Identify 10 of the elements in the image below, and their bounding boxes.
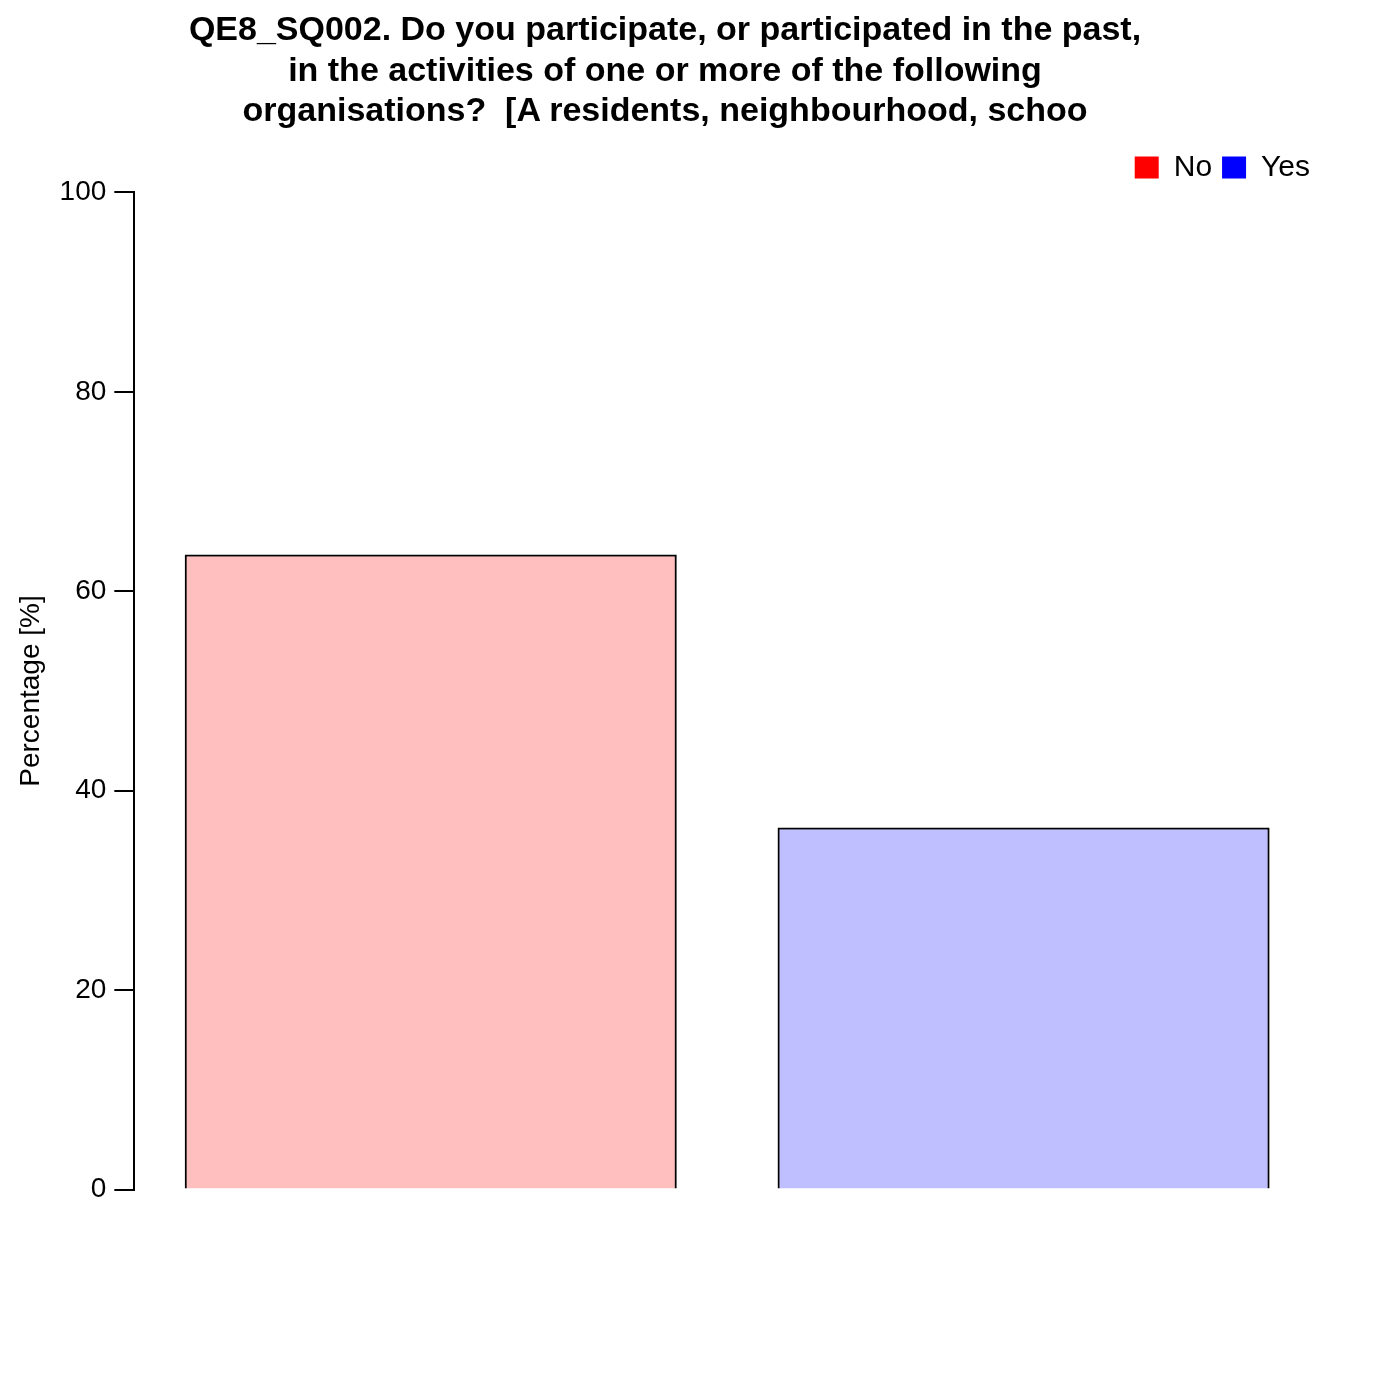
legend-label: Yes	[1261, 148, 1311, 182]
y-axis-title: Percentage [%]	[13, 595, 45, 787]
y-tick-label: 20	[75, 972, 107, 1004]
chart-title: QE8_SQ002. Do you participate, or participated in the past, in the activities of one or more of the following organisations? [A residents, neighbourhood, schoo	[188, 8, 1142, 129]
y-tick-label: 0	[90, 1172, 107, 1204]
y-tick-label: 100	[59, 175, 107, 207]
y-tick-label: 80	[75, 374, 107, 406]
y-tick-label: 60	[75, 574, 107, 605]
legend-label: No	[1173, 148, 1213, 182]
y-tick-label: 40	[75, 773, 107, 805]
